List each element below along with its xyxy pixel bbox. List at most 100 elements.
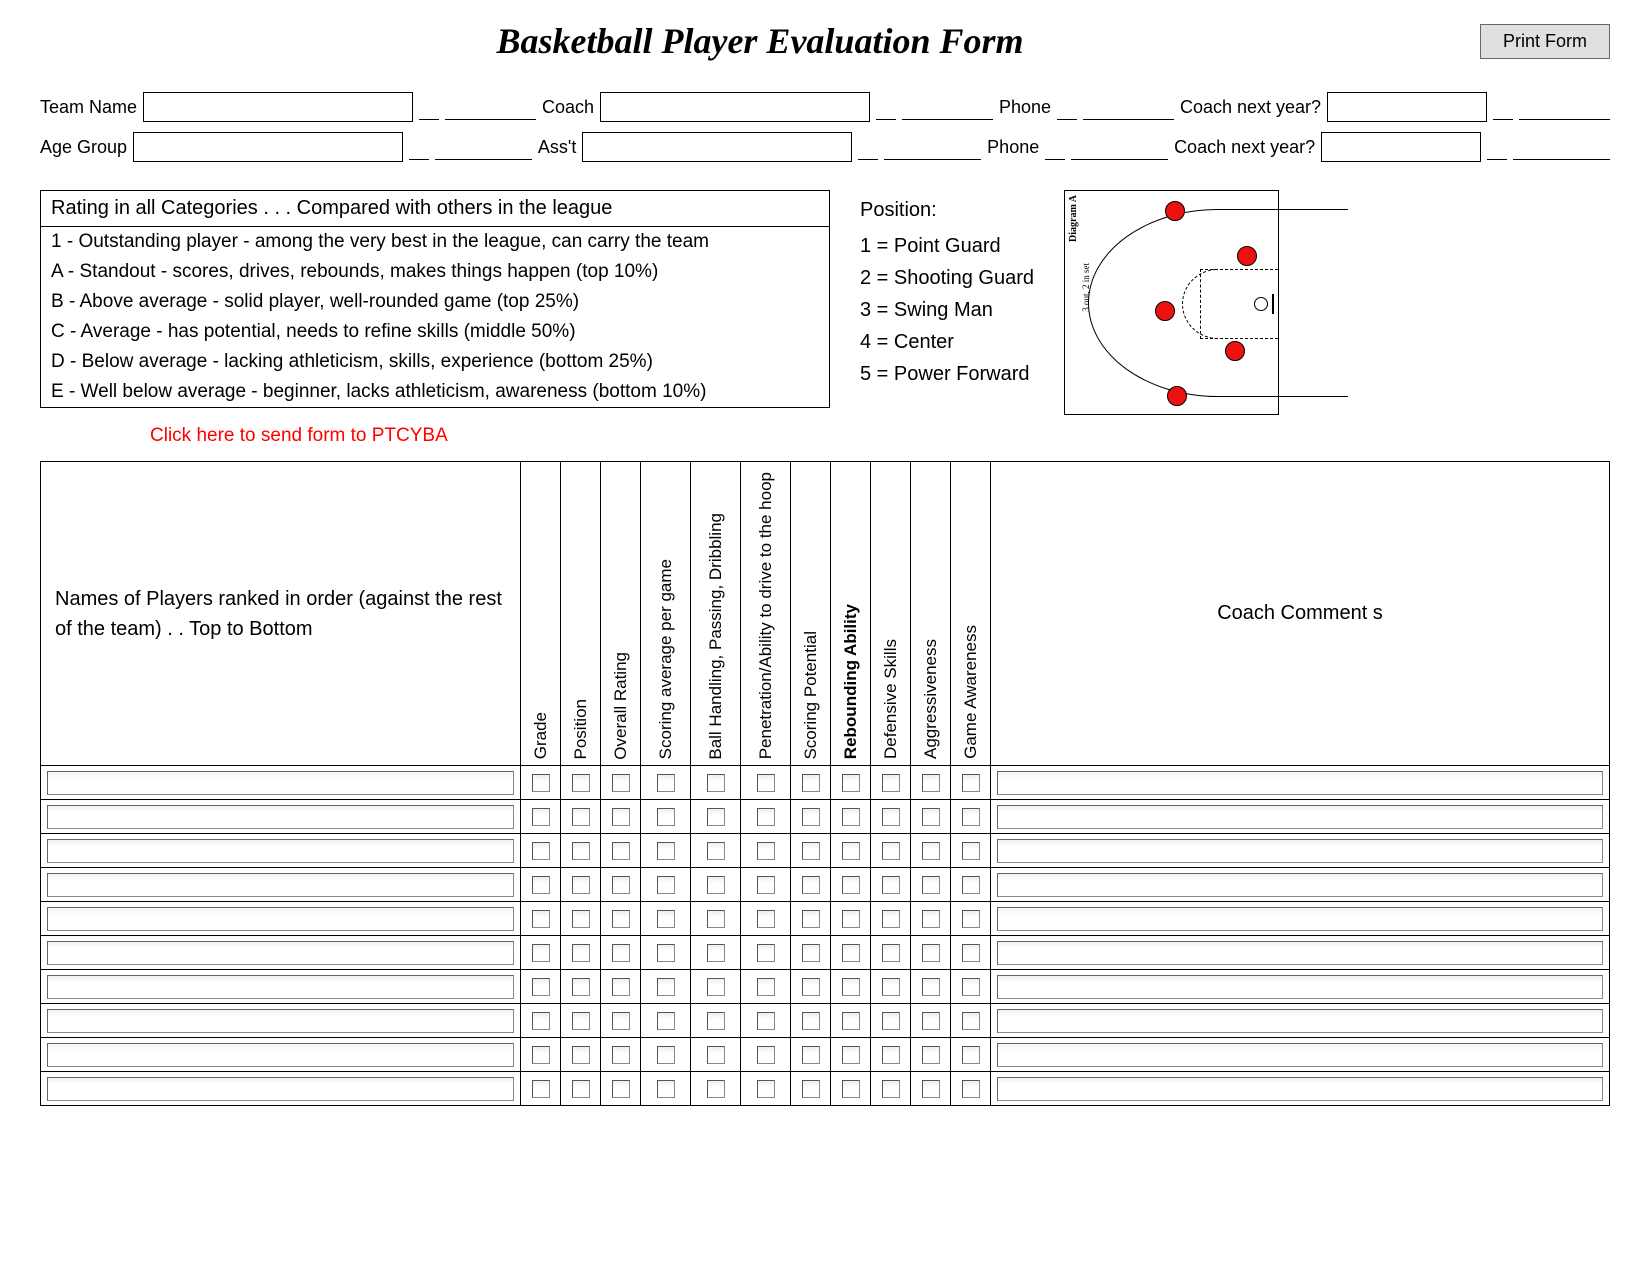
rating-input-box[interactable] <box>572 978 590 996</box>
rating-input-box[interactable] <box>882 1046 900 1064</box>
rating-input-box[interactable] <box>657 1012 675 1030</box>
rating-input-box[interactable] <box>757 978 775 996</box>
rating-input-box[interactable] <box>707 910 725 928</box>
player-name-input[interactable] <box>47 1077 514 1101</box>
player-name-input[interactable] <box>47 975 514 999</box>
rating-input-box[interactable] <box>572 774 590 792</box>
player-name-input[interactable] <box>47 1009 514 1033</box>
rating-input-box[interactable] <box>707 774 725 792</box>
rating-input-box[interactable] <box>802 774 820 792</box>
rating-input-box[interactable] <box>572 1012 590 1030</box>
text-input-box[interactable] <box>582 132 852 162</box>
coach-comment-input[interactable] <box>997 941 1603 965</box>
rating-input-box[interactable] <box>757 1012 775 1030</box>
rating-input-box[interactable] <box>757 774 775 792</box>
rating-input-box[interactable] <box>962 1046 980 1064</box>
rating-input-box[interactable] <box>882 842 900 860</box>
rating-input-box[interactable] <box>802 1012 820 1030</box>
rating-input-box[interactable] <box>612 876 630 894</box>
rating-input-box[interactable] <box>757 910 775 928</box>
rating-input-box[interactable] <box>572 808 590 826</box>
rating-input-box[interactable] <box>842 842 860 860</box>
rating-input-box[interactable] <box>707 842 725 860</box>
send-form-link[interactable]: Click here to send form to PTCYBA <box>150 425 1610 447</box>
rating-input-box[interactable] <box>922 978 940 996</box>
rating-input-box[interactable] <box>962 978 980 996</box>
rating-input-box[interactable] <box>962 910 980 928</box>
rating-input-box[interactable] <box>707 1080 725 1098</box>
rating-input-box[interactable] <box>612 842 630 860</box>
rating-input-box[interactable] <box>657 1046 675 1064</box>
rating-input-box[interactable] <box>922 944 940 962</box>
coach-comment-input[interactable] <box>997 907 1603 931</box>
print-form-button[interactable]: Print Form <box>1480 24 1610 59</box>
rating-input-box[interactable] <box>532 1080 550 1098</box>
coach-comment-input[interactable] <box>997 839 1603 863</box>
player-name-input[interactable] <box>47 907 514 931</box>
player-name-input[interactable] <box>47 1043 514 1067</box>
rating-input-box[interactable] <box>657 978 675 996</box>
rating-input-box[interactable] <box>657 910 675 928</box>
text-input-box[interactable] <box>1321 132 1481 162</box>
coach-comment-input[interactable] <box>997 805 1603 829</box>
rating-input-box[interactable] <box>707 978 725 996</box>
rating-input-box[interactable] <box>882 944 900 962</box>
rating-input-box[interactable] <box>962 1080 980 1098</box>
rating-input-box[interactable] <box>842 1046 860 1064</box>
rating-input-box[interactable] <box>612 1012 630 1030</box>
rating-input-box[interactable] <box>532 1046 550 1064</box>
rating-input-box[interactable] <box>572 876 590 894</box>
rating-input-box[interactable] <box>962 842 980 860</box>
rating-input-box[interactable] <box>882 1080 900 1098</box>
rating-input-box[interactable] <box>532 944 550 962</box>
rating-input-box[interactable] <box>612 774 630 792</box>
rating-input-box[interactable] <box>572 944 590 962</box>
rating-input-box[interactable] <box>842 774 860 792</box>
rating-input-box[interactable] <box>572 1080 590 1098</box>
coach-comment-input[interactable] <box>997 1009 1603 1033</box>
rating-input-box[interactable] <box>962 774 980 792</box>
rating-input-box[interactable] <box>882 876 900 894</box>
rating-input-box[interactable] <box>802 842 820 860</box>
text-input-box[interactable] <box>1327 92 1487 122</box>
rating-input-box[interactable] <box>922 1046 940 1064</box>
player-name-input[interactable] <box>47 941 514 965</box>
rating-input-box[interactable] <box>962 808 980 826</box>
player-name-input[interactable] <box>47 771 514 795</box>
rating-input-box[interactable] <box>612 808 630 826</box>
rating-input-box[interactable] <box>532 876 550 894</box>
rating-input-box[interactable] <box>612 978 630 996</box>
rating-input-box[interactable] <box>842 1012 860 1030</box>
text-input-box[interactable] <box>143 92 413 122</box>
player-name-input[interactable] <box>47 805 514 829</box>
rating-input-box[interactable] <box>532 978 550 996</box>
rating-input-box[interactable] <box>757 1046 775 1064</box>
rating-input-box[interactable] <box>922 876 940 894</box>
coach-comment-input[interactable] <box>997 873 1603 897</box>
rating-input-box[interactable] <box>802 1046 820 1064</box>
rating-input-box[interactable] <box>802 808 820 826</box>
coach-comment-input[interactable] <box>997 1043 1603 1067</box>
rating-input-box[interactable] <box>657 808 675 826</box>
coach-comment-input[interactable] <box>997 975 1603 999</box>
rating-input-box[interactable] <box>922 1080 940 1098</box>
rating-input-box[interactable] <box>802 1080 820 1098</box>
rating-input-box[interactable] <box>572 910 590 928</box>
rating-input-box[interactable] <box>612 910 630 928</box>
rating-input-box[interactable] <box>842 978 860 996</box>
rating-input-box[interactable] <box>757 808 775 826</box>
rating-input-box[interactable] <box>532 808 550 826</box>
rating-input-box[interactable] <box>962 876 980 894</box>
rating-input-box[interactable] <box>842 808 860 826</box>
rating-input-box[interactable] <box>882 774 900 792</box>
rating-input-box[interactable] <box>572 1046 590 1064</box>
text-input-box[interactable] <box>600 92 870 122</box>
rating-input-box[interactable] <box>882 808 900 826</box>
coach-comment-input[interactable] <box>997 1077 1603 1101</box>
rating-input-box[interactable] <box>657 944 675 962</box>
rating-input-box[interactable] <box>657 842 675 860</box>
rating-input-box[interactable] <box>842 1080 860 1098</box>
rating-input-box[interactable] <box>922 1012 940 1030</box>
rating-input-box[interactable] <box>532 1012 550 1030</box>
rating-input-box[interactable] <box>757 842 775 860</box>
